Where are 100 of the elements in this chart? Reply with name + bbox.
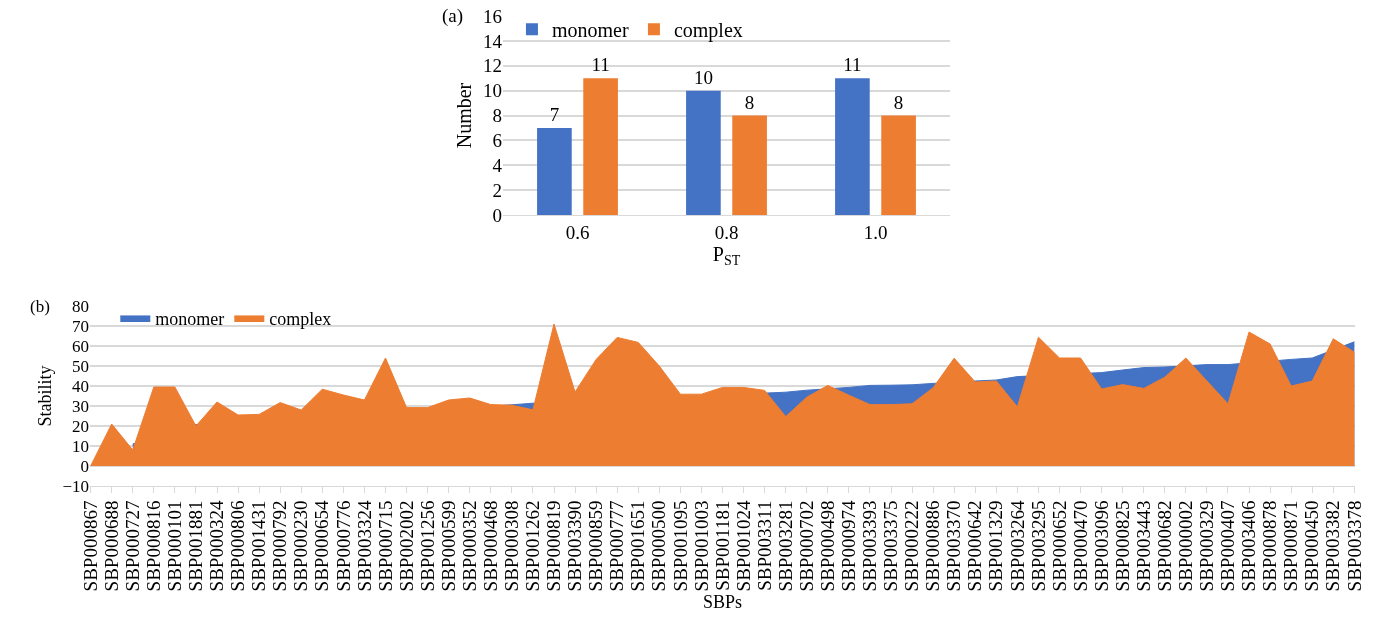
x-tick-label: SBP000324	[206, 500, 228, 592]
x-tick-label: SBP001881	[185, 500, 207, 592]
x-tick-label: SBP000101	[164, 500, 186, 592]
x-tick-label: SBP000792	[269, 500, 291, 592]
x-tick-label: SBP003443	[1132, 500, 1154, 592]
x-tick-label: SBP000702	[795, 500, 817, 592]
x-tick-label: SBP000599	[437, 500, 459, 592]
x-tick-label: SBP000878	[1259, 500, 1281, 592]
x-tick-label: SBP000776	[332, 500, 354, 592]
x-tick-label: SBP000308	[501, 500, 523, 592]
x-tick-label: SBP003375	[880, 500, 902, 592]
x-tick-label: SBP001651	[627, 500, 649, 592]
x-tick-label: 1.0	[863, 221, 888, 243]
x-tick-label: 0.6	[565, 221, 590, 243]
legend-label: complex	[269, 308, 332, 329]
x-tick-label: SBP000777	[606, 500, 628, 592]
y-tick-label: 10	[72, 436, 89, 456]
bar	[686, 90, 721, 215]
x-tick-label: SBP000859	[585, 500, 607, 592]
x-tick-label: SBP000002	[1175, 500, 1197, 592]
y-tick-label: 2	[492, 179, 502, 201]
x-tick-label: SBP000352	[458, 500, 480, 592]
y-tick-label: 12	[483, 55, 502, 77]
x-tick-label: SBP000654	[311, 500, 333, 592]
x-tick-label: SBP000886	[922, 500, 944, 592]
data-label: 11	[591, 54, 610, 76]
data-label: 11	[843, 54, 862, 76]
x-tick-label: 0.8	[714, 221, 739, 243]
x-tick-label: SBP001003	[690, 500, 712, 592]
y-tick-label: 6	[492, 130, 502, 152]
y-axis-title: Stability	[34, 365, 55, 427]
x-tick-label: SBP000974	[838, 500, 860, 592]
y-tick-label: 16	[483, 5, 502, 27]
x-tick-label: SBP003324	[353, 500, 375, 592]
x-tick-label: SBP000498	[816, 500, 838, 592]
x-tick-label: SBP003295	[1027, 500, 1049, 592]
bar	[835, 78, 870, 215]
x-tick-label: SBP003390	[564, 500, 586, 592]
x-tick-label: SBP000715	[374, 500, 396, 592]
chart-title: (b)	[30, 297, 50, 316]
x-tick-label: SBP000329	[1196, 500, 1218, 592]
y-tick-label: 40	[72, 376, 89, 396]
x-tick-label: SBP003406	[1238, 500, 1260, 592]
bar	[732, 115, 767, 215]
x-tick-label: SBP000825	[1111, 500, 1133, 592]
x-tick-label: SBP003096	[1090, 500, 1112, 592]
chart-title: (a)	[442, 5, 464, 27]
x-tick-label: SBP000727	[121, 500, 143, 592]
x-tick-label: SBP001329	[985, 500, 1007, 592]
y-tick-label: 4	[492, 154, 503, 176]
bar	[881, 115, 916, 215]
x-tick-label: SBP000450	[1301, 500, 1323, 592]
x-tick-label: SBP001256	[416, 500, 438, 592]
y-tick-label: 8	[492, 105, 502, 127]
x-tick-label: SBP001024	[732, 500, 754, 592]
y-tick-label: 70	[72, 316, 89, 336]
x-tick-label: SBP000222	[901, 500, 923, 592]
x-axis-title: SBPs	[702, 591, 743, 612]
x-tick-label: SBP000470	[1069, 500, 1091, 592]
x-tick-label: SBP000682	[1153, 500, 1175, 592]
y-tick-label: 60	[72, 336, 89, 356]
x-tick-label: SBP000230	[290, 500, 312, 592]
x-tick-label: SBP000819	[543, 500, 565, 592]
x-tick-label: SBP001181	[711, 500, 733, 591]
x-tick-label: SBP000867	[79, 500, 101, 592]
x-tick-label: SBP000642	[964, 500, 986, 592]
y-tick-label: −10	[62, 476, 89, 496]
y-tick-label: 0	[492, 204, 502, 226]
x-tick-label: SBP001095	[669, 500, 691, 592]
y-tick-label: 14	[483, 30, 503, 52]
legend-label: complex	[673, 19, 743, 43]
x-tick-label: SBP003311	[753, 500, 775, 591]
x-tick-label: SBP003378	[1343, 500, 1365, 592]
x-tick-label: SBP003393	[859, 500, 881, 592]
legend-label: monomer	[155, 308, 225, 329]
x-tick-label: SBP003370	[943, 500, 965, 592]
bar	[583, 78, 618, 215]
x-tick-label: SBP003382	[1322, 500, 1344, 592]
x-tick-label: SBP001431	[248, 500, 270, 592]
y-axis-title: Number	[452, 82, 475, 149]
y-tick-label: 30	[72, 396, 89, 416]
x-tick-label: SBP003281	[774, 500, 796, 592]
x-tick-label: SBP000806	[227, 500, 249, 592]
bar	[537, 127, 572, 215]
x-tick-label: SBP000816	[143, 500, 164, 592]
y-tick-label: 50	[72, 356, 89, 376]
y-tick-label: 80	[72, 296, 89, 316]
data-label: 8	[893, 91, 904, 113]
legend-label: monomer	[551, 19, 629, 42]
x-tick-label: SBP000407	[1217, 500, 1239, 592]
y-tick-label: 0	[80, 456, 89, 476]
x-tick-label: SBP000500	[648, 500, 670, 592]
data-label: 10	[693, 66, 713, 88]
x-axis-title: P$_{ST}$	[712, 242, 741, 268]
x-tick-label: SBP000652	[1048, 500, 1070, 592]
x-tick-label: SBP003264	[1006, 500, 1028, 592]
x-tick-label: SBP002002	[395, 500, 417, 592]
data-label: 8	[744, 91, 755, 113]
x-tick-label: SBP000468	[479, 500, 501, 592]
x-tick-label: SBP000871	[1280, 500, 1302, 592]
